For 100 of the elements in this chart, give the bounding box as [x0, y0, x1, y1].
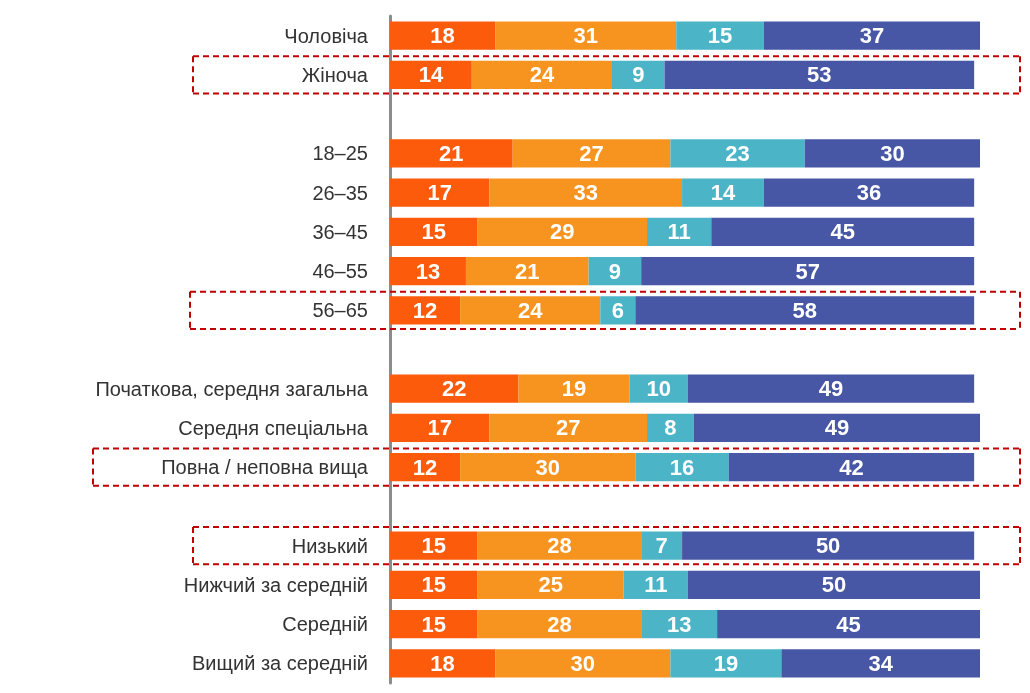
data-label: 30	[880, 140, 905, 166]
data-label: 19	[713, 650, 739, 676]
bar	[390, 374, 519, 403]
bar	[390, 649, 496, 678]
data-label: 15	[421, 572, 447, 598]
bar	[682, 178, 764, 207]
bar	[687, 374, 975, 403]
bar	[641, 531, 683, 560]
data-label: 6	[611, 297, 624, 323]
data-label: 53	[807, 62, 832, 88]
data-label: 28	[547, 533, 572, 559]
data-label: 49	[824, 415, 850, 441]
data-label: 57	[795, 258, 820, 284]
y-tick-label: 18–25	[312, 142, 368, 165]
bar	[495, 21, 677, 50]
data-label: 13	[666, 611, 692, 637]
bar	[693, 413, 980, 443]
data-label: 45	[836, 611, 861, 637]
data-label: 9	[608, 258, 622, 284]
data-label: 34	[868, 650, 894, 676]
y-tick-label: Середня спеціальна	[178, 416, 369, 439]
bar	[670, 649, 782, 678]
data-label: 50	[815, 533, 841, 559]
y-tick-label: Чоловіча	[284, 24, 369, 47]
data-label: 22	[442, 376, 467, 402]
data-label: 17	[427, 180, 452, 206]
bar	[489, 413, 648, 443]
data-label: 12	[412, 454, 438, 480]
bar	[687, 570, 980, 600]
data-label: 15	[421, 533, 447, 559]
bar	[489, 178, 683, 207]
data-label: 19	[561, 376, 587, 402]
bar	[512, 139, 671, 168]
data-label: 21	[439, 140, 464, 166]
bar	[781, 649, 980, 678]
bar	[611, 60, 665, 89]
y-tick-label: 36–45	[312, 220, 368, 243]
data-label: 36	[856, 180, 882, 206]
data-label: 29	[550, 219, 575, 245]
data-label: 25	[538, 572, 563, 598]
data-label: 7	[655, 533, 668, 559]
bar	[664, 60, 975, 89]
bar	[390, 217, 478, 246]
bar	[390, 178, 490, 207]
data-label: 37	[859, 23, 885, 49]
data-label: 49	[818, 376, 844, 402]
data-label: 14	[710, 180, 736, 206]
bar	[460, 296, 601, 325]
data-label: 15	[421, 611, 447, 637]
bar	[763, 21, 980, 50]
data-label: 13	[415, 258, 441, 284]
bar	[390, 610, 478, 639]
bar	[390, 570, 478, 600]
data-label: 30	[535, 454, 560, 480]
data-label: 42	[839, 454, 864, 480]
bar	[477, 531, 642, 560]
bar	[717, 610, 980, 639]
data-label: 28	[547, 611, 572, 637]
data-label: 58	[792, 297, 817, 323]
bar	[635, 453, 729, 482]
data-label: 16	[669, 454, 695, 480]
bar	[518, 374, 630, 403]
data-label: 33	[573, 180, 598, 206]
bar	[676, 21, 764, 50]
bar	[390, 531, 478, 560]
bar	[465, 256, 589, 286]
bar	[635, 296, 975, 325]
data-label: 10	[646, 376, 671, 402]
bar	[390, 60, 472, 89]
bar	[711, 217, 975, 246]
data-label: 45	[830, 219, 855, 245]
data-label: 50	[821, 572, 847, 598]
data-label: 17	[427, 415, 452, 441]
data-label: 23	[725, 140, 750, 166]
bar	[495, 649, 671, 678]
bar	[763, 178, 975, 207]
y-tick-label: Жіноча	[301, 63, 369, 86]
bar	[728, 453, 975, 482]
bar	[477, 217, 648, 246]
y-tick-label: 56–65	[312, 299, 368, 322]
bar	[477, 570, 624, 600]
data-label: 14	[418, 62, 444, 88]
data-label: 18	[430, 23, 455, 49]
data-label: 24	[517, 297, 544, 323]
data-label: 9	[632, 62, 645, 88]
data-label: 24	[529, 62, 555, 88]
data-label: 27	[579, 140, 604, 166]
data-label: 8	[664, 415, 677, 441]
y-tick-label: Початкова, середня загальна	[95, 377, 369, 400]
data-label: 11	[667, 219, 691, 245]
data-label: 27	[555, 415, 581, 441]
y-tick-label: Вищий за середній	[192, 652, 368, 675]
y-tick-label: 26–35	[312, 181, 368, 204]
bar	[641, 256, 975, 286]
bar	[477, 610, 642, 639]
bar	[682, 531, 975, 560]
data-label: 31	[573, 23, 598, 49]
bar	[670, 139, 805, 168]
data-label: 15	[421, 219, 447, 245]
bar	[390, 21, 496, 50]
